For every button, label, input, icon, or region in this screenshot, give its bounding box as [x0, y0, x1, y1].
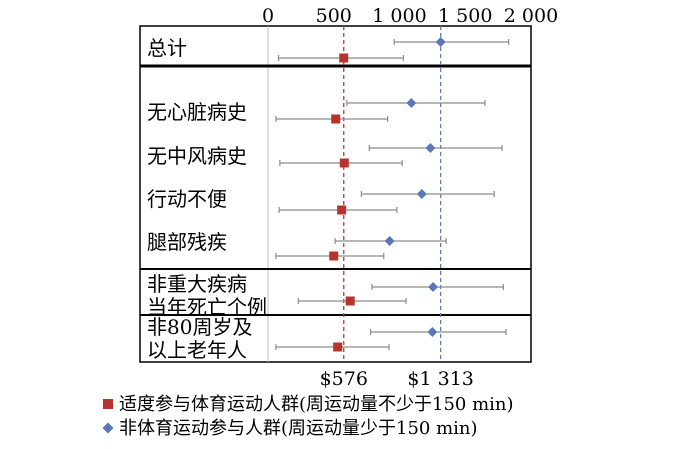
- x-tick-label: 1 000: [372, 5, 426, 27]
- legend-label: 非体育运动参与人群(周运动量少于150 min): [119, 418, 478, 439]
- legend-marker-diamond: [102, 422, 114, 434]
- x-tick-label: 500: [316, 5, 352, 27]
- inactive-point: [428, 282, 439, 292]
- inactive-point: [384, 236, 395, 246]
- active-point: [339, 158, 349, 168]
- inactive-point: [427, 327, 438, 337]
- row-label: 总计: [147, 36, 187, 60]
- row-label: 无中风病史: [147, 144, 247, 168]
- inactive-point: [406, 98, 417, 108]
- row-label: 当年死亡个例: [147, 295, 267, 319]
- inactive-point: [435, 37, 446, 47]
- plot-frame: [139, 25, 532, 363]
- row-label: 行动不便: [147, 187, 227, 211]
- reference-label-active: $576: [320, 368, 368, 390]
- row-label: 以上老年人: [147, 338, 247, 362]
- row-label: 无心脏病史: [147, 100, 247, 124]
- x-tick-label: 2 000: [504, 5, 558, 27]
- row-label: 非80周岁及: [147, 315, 252, 339]
- legend-label: 适度参与体育运动人群(周运动量不少于150 min): [119, 394, 514, 415]
- active-point: [337, 205, 347, 215]
- reference-label-inactive: $1 313: [407, 368, 473, 390]
- x-tick-label: 0: [262, 5, 274, 27]
- inactive-point: [425, 143, 436, 153]
- x-tick-label: 1 500: [438, 5, 492, 27]
- active-point: [329, 251, 339, 261]
- row-label: 腿部残疾: [147, 230, 227, 254]
- inactive-point: [416, 189, 427, 199]
- legend-marker-square: [103, 399, 113, 409]
- active-point: [331, 114, 341, 124]
- active-point: [345, 296, 355, 306]
- row-label: 非重大疾病: [147, 272, 247, 296]
- active-point: [333, 342, 343, 352]
- active-point: [339, 53, 349, 63]
